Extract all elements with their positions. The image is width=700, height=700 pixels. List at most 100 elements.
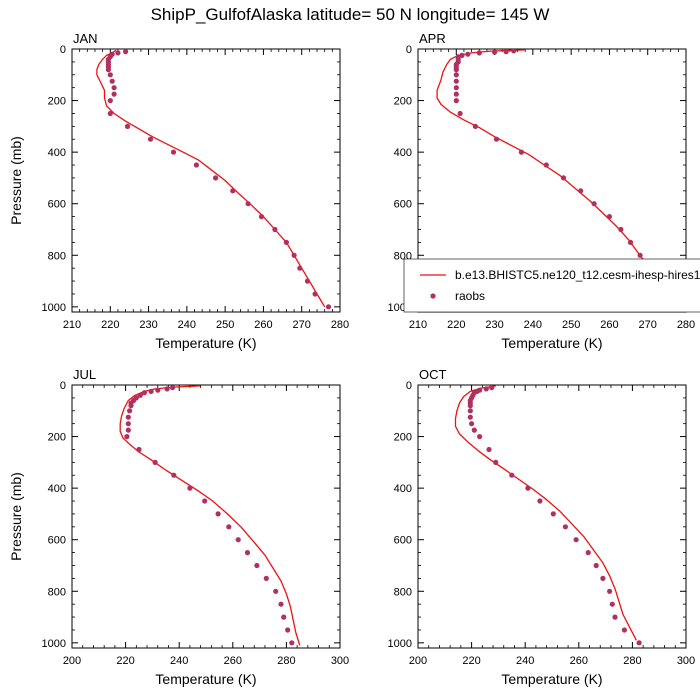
legend-obs-swatch (430, 293, 436, 299)
obs-point-jul (169, 385, 176, 391)
x-tick-label-jan: 240 (178, 319, 196, 331)
obs-point-apr (518, 149, 525, 155)
x-tick-label-oct: 240 (516, 655, 534, 667)
obs-point-apr (503, 49, 509, 55)
x-tick-label-oct: 220 (462, 655, 480, 667)
obs-point-apr (560, 175, 567, 181)
obs-point-oct (537, 498, 543, 504)
panel-label-jul: JUL (73, 367, 96, 382)
model-line-jul (119, 385, 301, 646)
y-tick-label-jul: 200 (48, 432, 66, 444)
obs-point-jul (125, 421, 131, 427)
obs-point-jul (215, 511, 221, 517)
y-tick-label-apr: 200 (394, 96, 412, 108)
x-tick-label-apr: 210 (409, 319, 427, 331)
panel-label-oct: OCT (419, 367, 447, 382)
obs-point-apr (472, 123, 478, 129)
panel-oct: 200 220 240 260 280 300 0 200 400 600 800 1000 OCT Te… (388, 367, 696, 687)
obs-point-jan (107, 72, 113, 78)
legend-obs-label: raobs (455, 289, 485, 303)
obs-point-apr (465, 51, 471, 57)
y-tick-label-oct: 0 (406, 380, 412, 392)
obs-point-oct (562, 524, 569, 530)
x-tick-label-jul: 200 (63, 655, 81, 667)
obs-point-jan (291, 252, 297, 258)
panel-jan: 210 220 230 240 250 260 270 280 0 200 400 600 800 100… (8, 31, 349, 351)
legend: b.e13.BHISTC5.ne120_t12.cesm-ihesp-hires… (403, 258, 700, 313)
obs-point-jul (278, 601, 284, 607)
obs-point-oct (585, 550, 591, 556)
plot-frame-jan (71, 48, 341, 313)
obs-point-oct (636, 640, 642, 646)
obs-point-oct (600, 575, 606, 582)
obs-point-oct (486, 446, 492, 453)
obs-point-jul (263, 575, 269, 582)
obs-point-jan (107, 98, 113, 104)
obs-point-jul (171, 472, 177, 478)
obs-point-apr (453, 98, 459, 104)
legend-box (403, 258, 700, 313)
x-tick-label-apr: 260 (600, 319, 618, 331)
x-tick-label-jul: 300 (331, 655, 349, 667)
obs-point-jul (125, 427, 131, 433)
obs-point-apr (606, 214, 613, 220)
x-tick-label-jul: 220 (116, 655, 134, 667)
obs-point-jan (272, 226, 278, 233)
y-tick-label-jan: 0 (60, 44, 66, 56)
obs-point-apr (511, 49, 517, 54)
x-tick-label-oct: 200 (409, 655, 427, 667)
x-axis-label-jan: Temperature (K) (155, 335, 256, 351)
obs-point-oct (525, 485, 531, 491)
obs-point-apr (543, 162, 549, 168)
obs-point-jan (193, 162, 199, 168)
obs-point-apr (453, 85, 459, 91)
panel-jul: 200 220 240 260 280 300 0 200 400 600 800 1000 JUL Te… (8, 367, 349, 687)
obs-point-jan (111, 91, 117, 97)
plot-frame-oct (417, 384, 687, 649)
obs-point-jan (304, 278, 311, 284)
obs-point-jul (137, 392, 143, 398)
obs-point-jan (213, 175, 219, 181)
x-axis-label-apr: Temperature (K) (501, 335, 602, 351)
obs-point-oct (467, 414, 473, 420)
y-tick-label-jul: 600 (48, 535, 66, 547)
x-axis-label-jul: Temperature (K) (155, 671, 256, 687)
obs-point-jan (147, 136, 154, 142)
obs-point-oct (493, 459, 499, 465)
y-axis-label-jan: Pressure (mb) (8, 136, 24, 225)
obs-point-jul (235, 537, 241, 543)
x-tick-label-apr: 280 (677, 319, 695, 331)
obs-point-apr (493, 136, 500, 142)
obs-point-oct (467, 403, 473, 409)
obs-point-jul (125, 414, 131, 420)
obs-point-oct (593, 562, 599, 569)
obs-point-oct (471, 427, 477, 433)
y-tick-label-jan: 400 (48, 147, 66, 159)
x-tick-label-jan: 230 (139, 319, 157, 331)
y-axis-label-jul: Pressure (mb) (8, 472, 24, 561)
obs-point-jul (226, 524, 232, 530)
obs-point-jul (285, 627, 291, 633)
obs-point-jul (244, 550, 251, 556)
panel-label-apr: APR (419, 31, 446, 46)
obs-point-jan (111, 85, 117, 91)
obs-point-jan (230, 188, 236, 194)
y-tick-label-jan: 600 (48, 199, 66, 211)
x-tick-label-oct: 300 (677, 655, 695, 667)
obs-point-apr (627, 239, 634, 245)
obs-point-jul (128, 403, 134, 409)
obs-point-jan (297, 265, 303, 271)
obs-point-jul (155, 387, 161, 393)
y-tick-label-jan: 800 (48, 250, 66, 262)
x-tick-label-jan: 260 (254, 319, 272, 331)
obs-point-oct (467, 408, 473, 414)
chart-panels: 210 220 230 240 250 260 270 280 0 200 400 600 800 100… (8, 31, 695, 687)
obs-point-apr (492, 49, 498, 55)
obs-point-jan (105, 67, 111, 73)
obs-point-jan (123, 49, 129, 55)
y-tick-label-apr: 400 (394, 147, 412, 159)
obs-point-jan (109, 78, 115, 84)
x-tick-label-jul: 240 (170, 655, 188, 667)
obs-point-jul (127, 408, 133, 414)
